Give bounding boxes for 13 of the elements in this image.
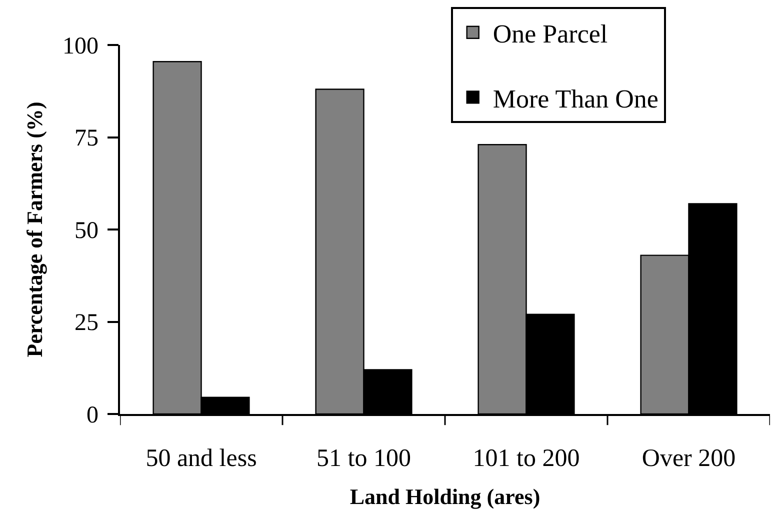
x-axis-title: Land Holding (ares) <box>350 484 540 510</box>
y-axis-title: Percentage of Farmers (%) <box>22 102 47 358</box>
y-tick-label: 25 <box>74 310 98 336</box>
y-tick-label: 100 <box>62 33 98 60</box>
x-tick-label: 50 and less <box>146 444 257 472</box>
x-tick-label: 101 to 200 <box>472 444 580 472</box>
y-tick-label: 75 <box>74 126 98 152</box>
y-tick-label: 50 <box>74 218 98 244</box>
y-tick-label: 0 <box>86 402 98 428</box>
x-tick-label: Over 200 <box>642 444 736 472</box>
legend-label: One Parcel <box>492 20 608 49</box>
x-tick-label: 51 to 100 <box>316 444 411 472</box>
legend-label: More Than One <box>492 84 658 114</box>
